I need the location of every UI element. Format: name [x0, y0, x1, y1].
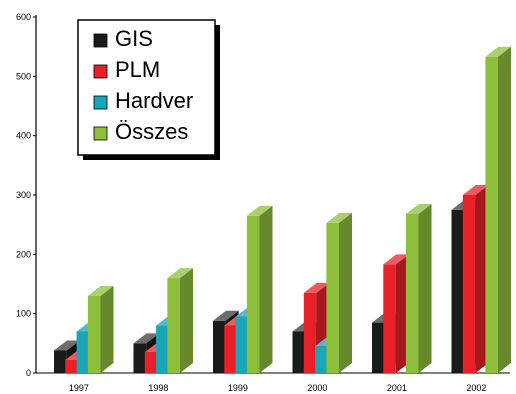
x-tick-label: 2000: [307, 383, 327, 393]
bar-top: [383, 254, 409, 265]
x-tick-label: 1998: [148, 383, 168, 393]
bar-side: [475, 185, 489, 373]
bars: [54, 46, 511, 374]
bar-front: [144, 352, 158, 373]
legend-swatch: [93, 33, 108, 48]
bar-front: [235, 316, 249, 373]
bar-front: [462, 195, 476, 373]
bar-front: [213, 320, 226, 373]
y-tick-label: 600: [16, 12, 31, 22]
bar-top: [462, 185, 489, 195]
bar-front: [224, 325, 237, 373]
bar-front: [292, 331, 306, 373]
legend-label: GIS: [115, 26, 153, 51]
bar-top: [303, 282, 330, 293]
x-tick-label: 2001: [387, 383, 407, 393]
legend-label: PLM: [115, 57, 160, 82]
legend-swatch: [93, 95, 108, 110]
bar-front: [87, 295, 101, 373]
bar-Összes-1999: [246, 205, 273, 373]
y-tick-label: 200: [16, 249, 31, 259]
bar-top: [213, 310, 239, 321]
bar-top: [87, 285, 114, 296]
bar-Összes-2000: [326, 212, 352, 373]
bar-front: [156, 325, 169, 373]
y-tick-label: 300: [16, 190, 31, 200]
bar-PLM-2002: [462, 185, 489, 373]
bar-side: [259, 205, 273, 373]
legend-label: Összes: [115, 119, 188, 144]
legend: GIS PLM Hardver Összes: [77, 19, 220, 160]
bar-Összes-2001: [405, 203, 432, 373]
bar-side: [339, 212, 352, 373]
bar-top: [167, 268, 193, 279]
bar-Összes-2002: [485, 46, 511, 374]
x-tick-label: 2002: [466, 383, 486, 393]
bar-front: [303, 292, 317, 373]
bar-top: [326, 212, 352, 223]
bar-front: [326, 222, 339, 373]
y-tick-label: 0: [26, 368, 31, 378]
y-tick-label: 500: [16, 71, 31, 81]
bar-Összes-1998: [167, 268, 193, 373]
axes: 0 100 200 300 400 500 600 1997 1998 1999 2000 2001 2…: [16, 12, 510, 393]
bar-front: [133, 343, 147, 373]
bar-side: [418, 203, 432, 373]
y-tick-label: 400: [16, 131, 31, 141]
bar-side: [498, 46, 511, 374]
y-tick-label: 100: [16, 309, 31, 319]
bar-front: [372, 322, 385, 373]
bar-front: [485, 56, 498, 374]
bar-front: [54, 350, 67, 373]
bar-front: [76, 331, 90, 373]
legend-swatch: [93, 126, 108, 141]
x-tick-label: 1999: [228, 383, 248, 393]
bar-front: [246, 215, 260, 373]
bar-Összes-1997: [87, 285, 114, 373]
bar-top: [246, 205, 273, 216]
bar-side: [395, 254, 409, 373]
bar-front: [451, 209, 465, 373]
bar-PLM-2001: [383, 254, 409, 373]
bar-top: [485, 46, 511, 57]
bar-front: [167, 278, 180, 373]
bar-front: [405, 213, 419, 373]
bar-front: [315, 346, 328, 373]
x-tick-label: 1997: [69, 383, 89, 393]
bar-front: [383, 264, 396, 373]
bar-top: [54, 340, 80, 351]
bar-top: [133, 333, 160, 344]
bar-side: [180, 268, 193, 373]
bar-front: [65, 359, 78, 373]
legend-swatch: [93, 64, 108, 79]
bar-side: [100, 285, 114, 373]
bar-top: [405, 203, 432, 214]
legend-label: Hardver: [115, 88, 193, 113]
